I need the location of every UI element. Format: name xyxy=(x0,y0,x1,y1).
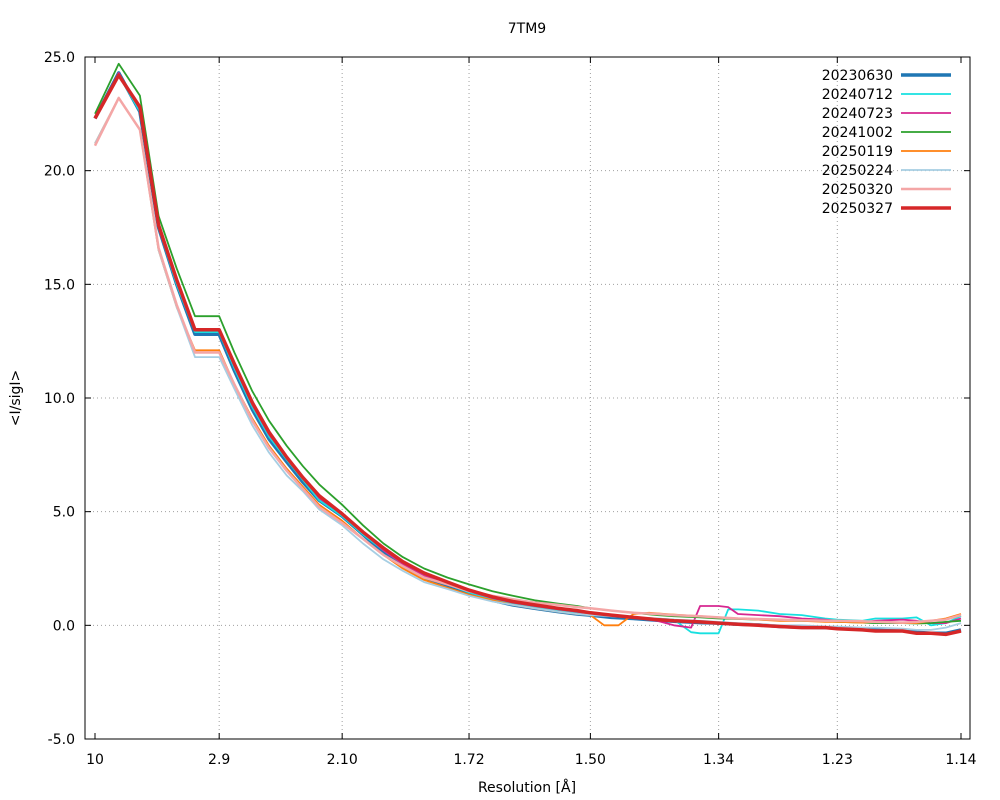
y-tick-label: 0.0 xyxy=(53,618,75,634)
y-axis-title: <I/sigI> xyxy=(8,370,24,427)
x-tick-label: 1.34 xyxy=(703,752,734,768)
x-tick-label: 1.72 xyxy=(453,752,484,768)
x-tick-label: 2.9 xyxy=(208,752,230,768)
series-line-20250327 xyxy=(93,73,962,637)
legend-label: 20250320 xyxy=(822,182,893,198)
x-tick-label: 1.50 xyxy=(575,752,606,768)
legend-label: 20250119 xyxy=(822,144,893,160)
legend-label: 20240712 xyxy=(822,87,893,103)
x-tick-label: 1.23 xyxy=(822,752,853,768)
x-tick-label: 2.10 xyxy=(327,752,358,768)
chart-title: 7TM9 xyxy=(508,21,546,37)
series-line-20240712 xyxy=(94,74,962,635)
tick-layer: -5.0 0.0 5.0 10.0 15.0 20.0 25.0 10 2.9 2.10 1.72 1… xyxy=(44,50,977,768)
grid-layer xyxy=(85,57,970,739)
x-tick-label: 1.14 xyxy=(945,752,976,768)
y-tick-label: 5.0 xyxy=(53,505,75,521)
x-axis-title: Resolution [Å] xyxy=(478,779,576,796)
legend-label: 20241002 xyxy=(822,125,893,141)
series-line-20250224 xyxy=(94,97,962,631)
series-line-20250320 xyxy=(93,96,962,624)
y-tick-label: 15.0 xyxy=(44,277,75,293)
series-layer xyxy=(93,62,962,637)
y-tick-label: -5.0 xyxy=(48,732,75,748)
legend-label: 20240723 xyxy=(822,106,893,122)
legend: 20230630 20240712 20240723 20241002 20250119… xyxy=(822,68,951,217)
y-tick-label: 20.0 xyxy=(44,164,75,180)
legend-label: 20250224 xyxy=(822,163,893,179)
y-tick-label: 25.0 xyxy=(44,50,75,66)
legend-label: 20230630 xyxy=(822,68,893,84)
y-tick-label: 10.0 xyxy=(44,391,75,407)
x-tick-label: 10 xyxy=(86,752,104,768)
legend-label: 20250327 xyxy=(822,201,893,217)
